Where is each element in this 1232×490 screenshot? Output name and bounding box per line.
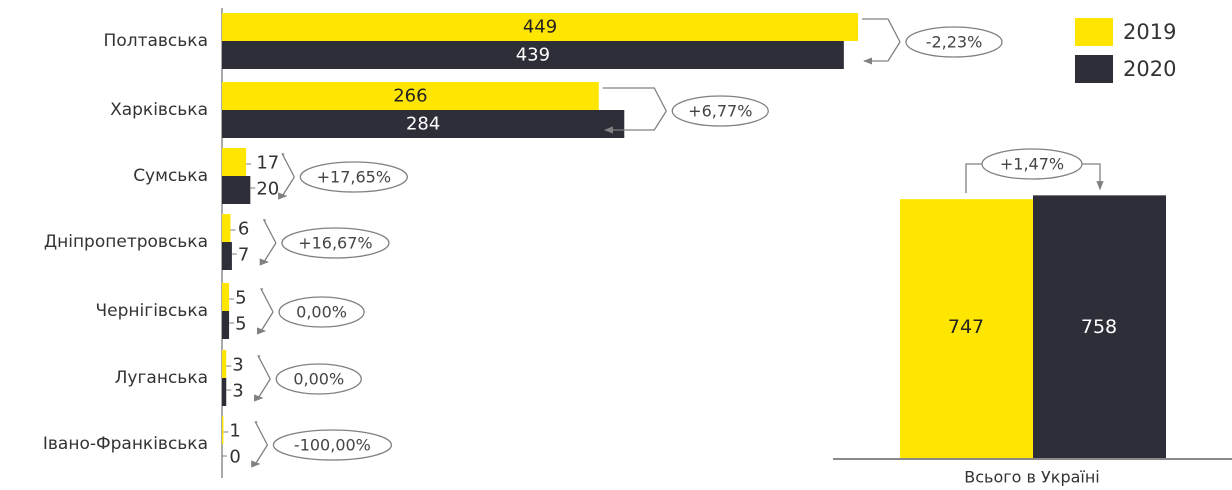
data-label-2019: 5 — [235, 288, 246, 309]
change-connector-arrow — [863, 41, 901, 65]
bar-2020 — [222, 41, 844, 69]
change-connector-arrow — [256, 311, 274, 335]
total-value-2020: 758 — [1081, 316, 1117, 338]
change-connector-top — [281, 153, 295, 178]
change-label: +17,65% — [317, 168, 391, 187]
change-connector-top — [254, 421, 268, 446]
change-label: 0,00% — [293, 370, 344, 389]
data-label-2019: 3 — [232, 355, 243, 376]
category-label: Харківська — [110, 100, 208, 120]
bar-2019 — [222, 214, 231, 242]
change-bubble — [275, 363, 362, 395]
change-connector-arrow — [254, 378, 271, 402]
change-connector-top — [260, 288, 274, 313]
change-bubble — [272, 429, 393, 461]
change-label: -100,00% — [294, 436, 371, 455]
data-label-2020: 5 — [235, 314, 246, 335]
change-label: -2,23% — [926, 33, 983, 52]
category-label: Чернігівська — [96, 301, 208, 321]
change-connector-arrow — [251, 444, 268, 468]
legend-swatch-2020 — [1075, 55, 1113, 83]
bar-2020 — [222, 311, 230, 339]
category-label: Дніпропетровська — [44, 232, 208, 252]
change-connector-top — [262, 219, 277, 244]
change-connector-top — [602, 87, 667, 112]
bar-2020 — [222, 378, 227, 406]
legend-label: 2020 — [1123, 57, 1176, 81]
bar-2019 — [222, 350, 227, 378]
change-bubble — [905, 26, 1003, 58]
bar-2019 — [222, 283, 230, 311]
change-connector-arrow — [278, 176, 295, 200]
category-label: Луганська — [115, 368, 208, 388]
total-category-label: Всього в Україні — [964, 468, 1100, 487]
data-label-2020: 7 — [238, 245, 249, 266]
change-label: 0,00% — [296, 303, 347, 322]
change-bubble — [671, 95, 769, 127]
category-label: Івано-Франківська — [43, 434, 208, 454]
data-label-2019: 6 — [238, 219, 249, 240]
bar-2019 — [222, 148, 247, 176]
bar-2019 — [222, 416, 224, 444]
data-label-2020: 20 — [256, 179, 279, 200]
change-label: +16,67% — [298, 234, 372, 253]
change-bubble — [299, 161, 408, 193]
bar-2020 — [222, 110, 625, 138]
change-connector-arrow — [603, 110, 667, 134]
legend-swatch-2019 — [1075, 18, 1113, 46]
data-label-2019: 1 — [229, 421, 240, 442]
change-connector-arrow — [259, 242, 277, 266]
bar-2019 — [222, 13, 859, 41]
bar-2019 — [222, 82, 599, 110]
bar-2020 — [222, 242, 232, 270]
data-label-2019: 266 — [393, 86, 427, 107]
total-change-bubble — [981, 148, 1083, 180]
total-bar-2020 — [1033, 195, 1166, 458]
data-label-2020: 3 — [232, 381, 243, 402]
change-bubble — [281, 227, 390, 259]
change-connector-top — [862, 18, 901, 43]
legend-label: 2019 — [1123, 20, 1176, 44]
data-label-2020: 0 — [229, 447, 240, 468]
category-label: Сумська — [133, 166, 208, 186]
total-change-label: +1,47% — [1000, 155, 1064, 174]
data-label-2020: 284 — [406, 114, 440, 135]
total-value-2019: 747 — [948, 316, 984, 338]
change-label: +6,77% — [688, 102, 752, 121]
category-label: Полтавська — [104, 31, 208, 51]
data-label-2019: 449 — [523, 17, 557, 38]
change-connector-top — [257, 355, 271, 380]
data-label-2020: 439 — [516, 45, 550, 66]
bar-2020 — [222, 176, 251, 204]
change-bubble — [278, 296, 365, 328]
total-bar-2019 — [900, 199, 1033, 459]
data-label-2019: 17 — [256, 153, 279, 174]
